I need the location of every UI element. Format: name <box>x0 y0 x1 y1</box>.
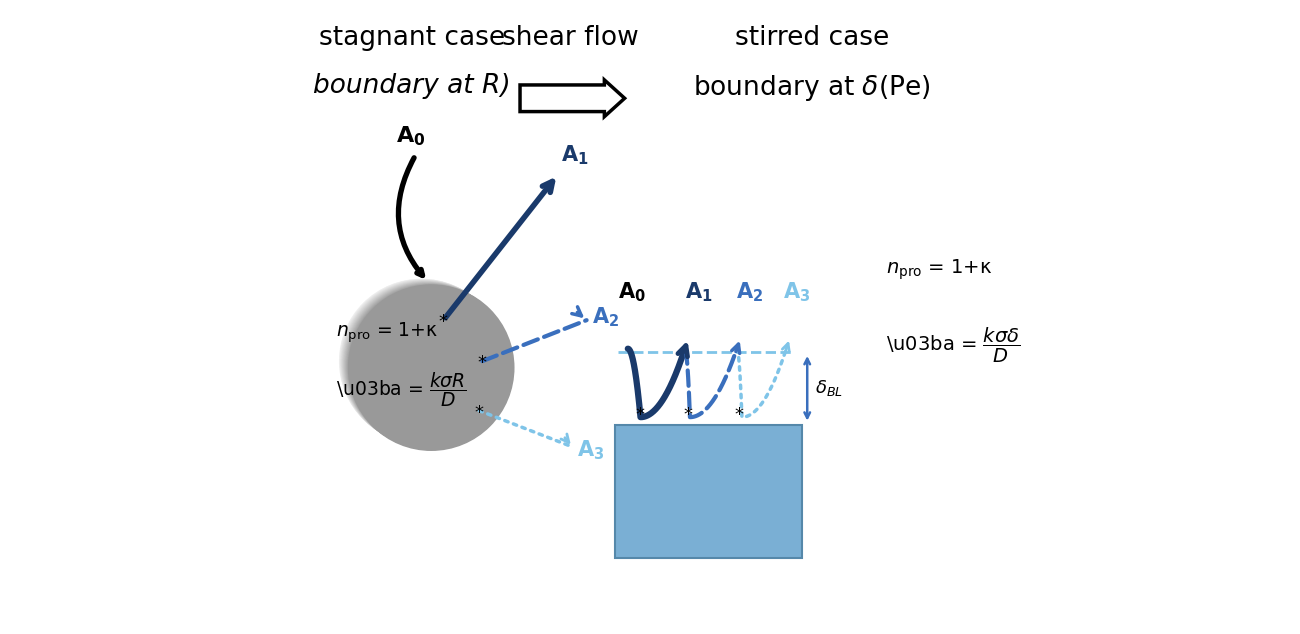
Circle shape <box>342 280 506 445</box>
Text: \u03ba = $\dfrac{k\sigma R}{D}$: \u03ba = $\dfrac{k\sigma R}{D}$ <box>337 370 467 410</box>
Circle shape <box>346 283 511 448</box>
Text: stagnant case: stagnant case <box>320 25 506 51</box>
Circle shape <box>343 281 508 446</box>
Text: boundary at $\delta$(Pe): boundary at $\delta$(Pe) <box>693 73 931 103</box>
Circle shape <box>339 279 504 444</box>
Circle shape <box>343 281 508 446</box>
Circle shape <box>348 285 512 450</box>
Text: $\mathbf{A_3}$: $\mathbf{A_3}$ <box>783 280 810 304</box>
Text: boundary at R): boundary at R) <box>313 73 511 99</box>
Text: $\mathbf{A_1}$: $\mathbf{A_1}$ <box>685 280 712 304</box>
Circle shape <box>347 284 511 449</box>
Circle shape <box>347 285 512 450</box>
Circle shape <box>346 283 511 448</box>
Text: $*$: $*$ <box>636 404 646 422</box>
Text: $\mathbf{A_1}$: $\mathbf{A_1}$ <box>562 144 589 167</box>
Text: \u03ba = $\dfrac{k\sigma\delta}{D}$: \u03ba = $\dfrac{k\sigma\delta}{D}$ <box>887 326 1020 365</box>
Circle shape <box>346 283 511 448</box>
Text: $n_{\rm pro}$ = 1+κ: $n_{\rm pro}$ = 1+κ <box>887 257 993 281</box>
Text: stirred case: stirred case <box>734 25 889 51</box>
Circle shape <box>343 281 508 446</box>
Text: shear flow: shear flow <box>502 25 640 51</box>
Text: $*$: $*$ <box>733 404 744 422</box>
Circle shape <box>339 279 504 444</box>
Text: $*$: $*$ <box>477 352 488 370</box>
Text: $\mathbf{A_3}$: $\mathbf{A_3}$ <box>577 439 605 462</box>
Circle shape <box>341 280 506 445</box>
Circle shape <box>344 283 510 448</box>
Text: $n_{\rm pro}$ = 1+κ: $n_{\rm pro}$ = 1+κ <box>337 321 438 345</box>
Circle shape <box>347 284 512 449</box>
Circle shape <box>344 282 508 447</box>
Circle shape <box>342 280 507 445</box>
Circle shape <box>341 280 506 445</box>
Circle shape <box>339 279 504 444</box>
Circle shape <box>341 280 504 444</box>
Circle shape <box>344 283 510 448</box>
Circle shape <box>346 283 510 448</box>
Bar <box>615 425 802 558</box>
Text: $\mathbf{A_0}$: $\mathbf{A_0}$ <box>619 280 646 304</box>
FancyArrow shape <box>520 80 624 117</box>
Text: $\mathbf{A_0}$: $\mathbf{A_0}$ <box>396 125 426 148</box>
Text: $*$: $*$ <box>473 401 485 420</box>
Circle shape <box>343 282 508 447</box>
Circle shape <box>342 281 507 446</box>
Circle shape <box>341 280 506 444</box>
Circle shape <box>347 284 512 449</box>
Circle shape <box>343 281 507 446</box>
Circle shape <box>347 284 512 449</box>
Circle shape <box>339 279 504 444</box>
Circle shape <box>346 283 511 448</box>
Circle shape <box>348 285 514 450</box>
Circle shape <box>342 281 507 446</box>
Text: $\mathbf{A_2}$: $\mathbf{A_2}$ <box>592 306 619 329</box>
Text: $\delta_{BL}$: $\delta_{BL}$ <box>815 378 842 398</box>
Circle shape <box>341 280 506 444</box>
Circle shape <box>344 283 510 448</box>
Circle shape <box>342 281 507 446</box>
Circle shape <box>348 285 514 450</box>
Circle shape <box>348 285 514 450</box>
Circle shape <box>344 282 510 447</box>
Text: $*$: $*$ <box>682 404 693 422</box>
Circle shape <box>348 285 514 450</box>
Text: $*$: $*$ <box>438 311 448 329</box>
Circle shape <box>339 280 504 444</box>
Circle shape <box>344 282 510 447</box>
Text: $\mathbf{A_2}$: $\mathbf{A_2}$ <box>736 280 763 304</box>
